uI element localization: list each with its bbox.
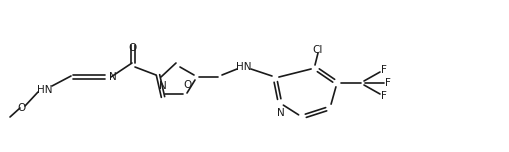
Text: F: F [385,78,391,88]
Text: F: F [381,91,387,101]
Text: F: F [381,65,387,75]
Text: HN: HN [37,85,53,95]
Text: HN: HN [236,62,252,72]
Text: O: O [129,43,137,53]
Text: N: N [159,81,167,91]
Text: O: O [184,80,192,90]
Text: N: N [109,72,117,82]
Text: N: N [277,108,285,118]
Text: Cl: Cl [313,45,323,55]
Text: O: O [18,103,26,113]
